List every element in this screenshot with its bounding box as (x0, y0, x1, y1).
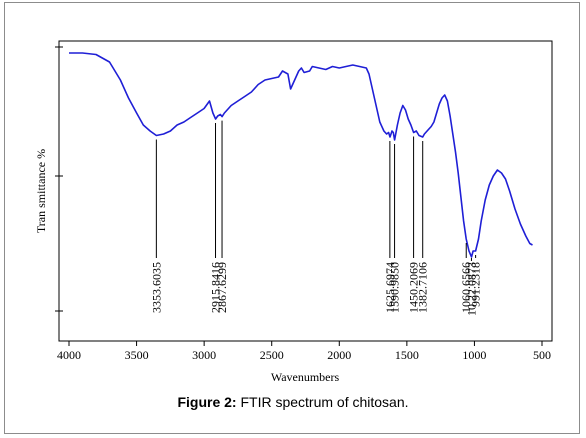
peak-label: 1590.9850 (388, 262, 402, 313)
peak-label: 991.2318 (469, 262, 483, 307)
peak-label: 2867.6299 (215, 262, 229, 313)
x-tick-label: 3500 (125, 348, 149, 362)
x-tick-label: 1000 (462, 348, 486, 362)
x-tick-label: 2000 (327, 348, 351, 362)
peak-label: 10.22.0873 (464, 262, 478, 316)
x-axis-title: Wavenumbers (271, 370, 340, 384)
x-tick-label: 1500 (395, 348, 419, 362)
x-tick-label: 3000 (192, 348, 216, 362)
caption-label: Figure 2: (177, 394, 237, 410)
peak-label: 1625.6974 (383, 262, 397, 313)
x-tick-label: 4000 (57, 348, 81, 362)
peak-label: 2915.8416 (209, 262, 223, 313)
plot-area (58, 40, 553, 342)
x-tick-label: 500 (533, 348, 551, 362)
caption-text: FTIR spectrum of chitosan. (236, 394, 409, 410)
spectrum-line (69, 52, 533, 258)
peak-label: 1450.2069 (407, 262, 421, 313)
peak-label: 1060.6566 (459, 262, 473, 313)
figure-caption: Figure 2: FTIR spectrum of chitosan. (0, 394, 586, 410)
x-tick-label: 2500 (260, 348, 284, 362)
peak-label: 3353.6035 (149, 262, 163, 313)
y-axis-title: Tran smittance % (34, 149, 48, 233)
figure-frame (4, 2, 580, 434)
peak-label: 1382.7106 (416, 262, 430, 313)
